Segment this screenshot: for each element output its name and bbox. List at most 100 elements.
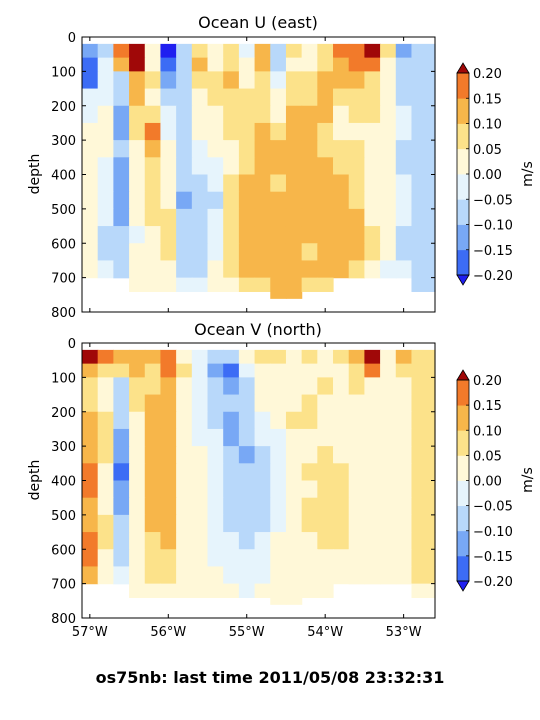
colorbar-tick-label: −0.10 [473,525,513,540]
contour-cell [176,140,193,158]
contour-cell [82,349,99,365]
colorbar-swatch [457,455,469,481]
contour-cell [97,549,114,568]
contour-cell [176,446,193,464]
contour-cell [113,446,130,464]
contour-cell [207,260,224,279]
colorbar-tick-label: 0.15 [473,92,502,107]
contour-cell [238,532,256,550]
contour-cell [97,43,114,59]
contour-cell [333,532,350,550]
contour-cell [285,463,303,482]
contour-cell [364,549,381,568]
contour-cell [285,71,303,90]
contour-cell [176,411,193,430]
contour-cell [348,226,365,244]
contour-cell [270,463,287,482]
contour-cell [395,583,413,585]
contour-cell [395,377,413,396]
contour-cell [411,157,436,176]
contour-cell [395,349,413,365]
contour-cell [82,243,99,262]
contour-cell [160,394,177,413]
contour-cell [160,208,177,227]
contour-cell [113,88,130,107]
contour-cell [191,122,209,141]
contour-cell [317,140,334,158]
contour-cell [317,480,334,499]
panel-v-colorbar-label: m/s [520,467,536,493]
contour-cell [270,122,287,141]
contour-cell [113,57,130,72]
contour-cell [301,208,318,227]
contour-cell [301,43,318,59]
contour-cell [82,514,99,533]
contour-cell [380,549,397,568]
contour-cell [238,140,256,158]
contour-cell [144,140,162,158]
contour-cell [113,480,130,499]
contour-cell [191,446,209,464]
contour-cell [364,532,381,550]
contour-cell [191,463,209,482]
contour-cell [411,428,436,447]
contour-cell [160,260,177,279]
contour-cell [160,43,177,59]
contour-cell [380,532,397,550]
contour-cell [144,463,162,482]
contour-cell [144,377,162,396]
colorbar-extend-min [456,274,470,286]
contour-cell [254,497,271,516]
contour-cell [238,174,256,193]
y-tick-label: 200 [51,100,76,115]
contour-cell [254,377,271,396]
contour-cell [82,157,99,176]
contour-cell [82,208,99,227]
contour-cell [364,394,381,413]
colorbar-extend-max [456,369,470,381]
contour-cell [238,463,256,482]
contour-cell [285,411,303,430]
contour-cell [113,566,130,585]
contour-cell [348,43,365,59]
y-tick-label: 800 [51,306,76,321]
contour-cell [176,208,193,227]
contour-cell [333,57,350,72]
contour-cell [364,226,381,244]
contour-cell [380,349,397,365]
y-tick-label: 100 [51,65,76,80]
contour-cell [176,532,193,550]
contour-cell [395,71,413,90]
contour-cell [191,514,209,533]
contour-cell [333,428,350,447]
contour-cell [160,463,177,482]
contour-cell [270,566,287,585]
contour-cell [223,157,240,176]
contour-cell [395,514,413,533]
colorbar-swatch [457,199,469,225]
contour-cell [380,243,397,262]
contour-cell [207,174,224,193]
contour-cell [113,260,130,279]
contour-cell [207,71,224,90]
contour-cell [270,480,287,499]
contour-cell [285,157,303,176]
contour-cell [254,480,271,499]
contour-cell [348,497,365,516]
contour-cell [380,566,397,585]
contour-cell [364,191,381,210]
contour-cell [207,208,224,227]
contour-cell [191,394,209,413]
contour-cell [317,105,334,124]
contour-cell [144,88,162,107]
contour-cell [113,43,130,59]
contour-cell [285,549,303,568]
contour-cell [254,363,271,378]
contour-cell [254,174,271,193]
contour-cell [285,43,303,59]
contour-cell [317,428,334,447]
contour-cell [348,566,365,585]
contour-cell [317,122,334,141]
contour-cell [223,191,240,210]
contour-cell [129,428,146,447]
